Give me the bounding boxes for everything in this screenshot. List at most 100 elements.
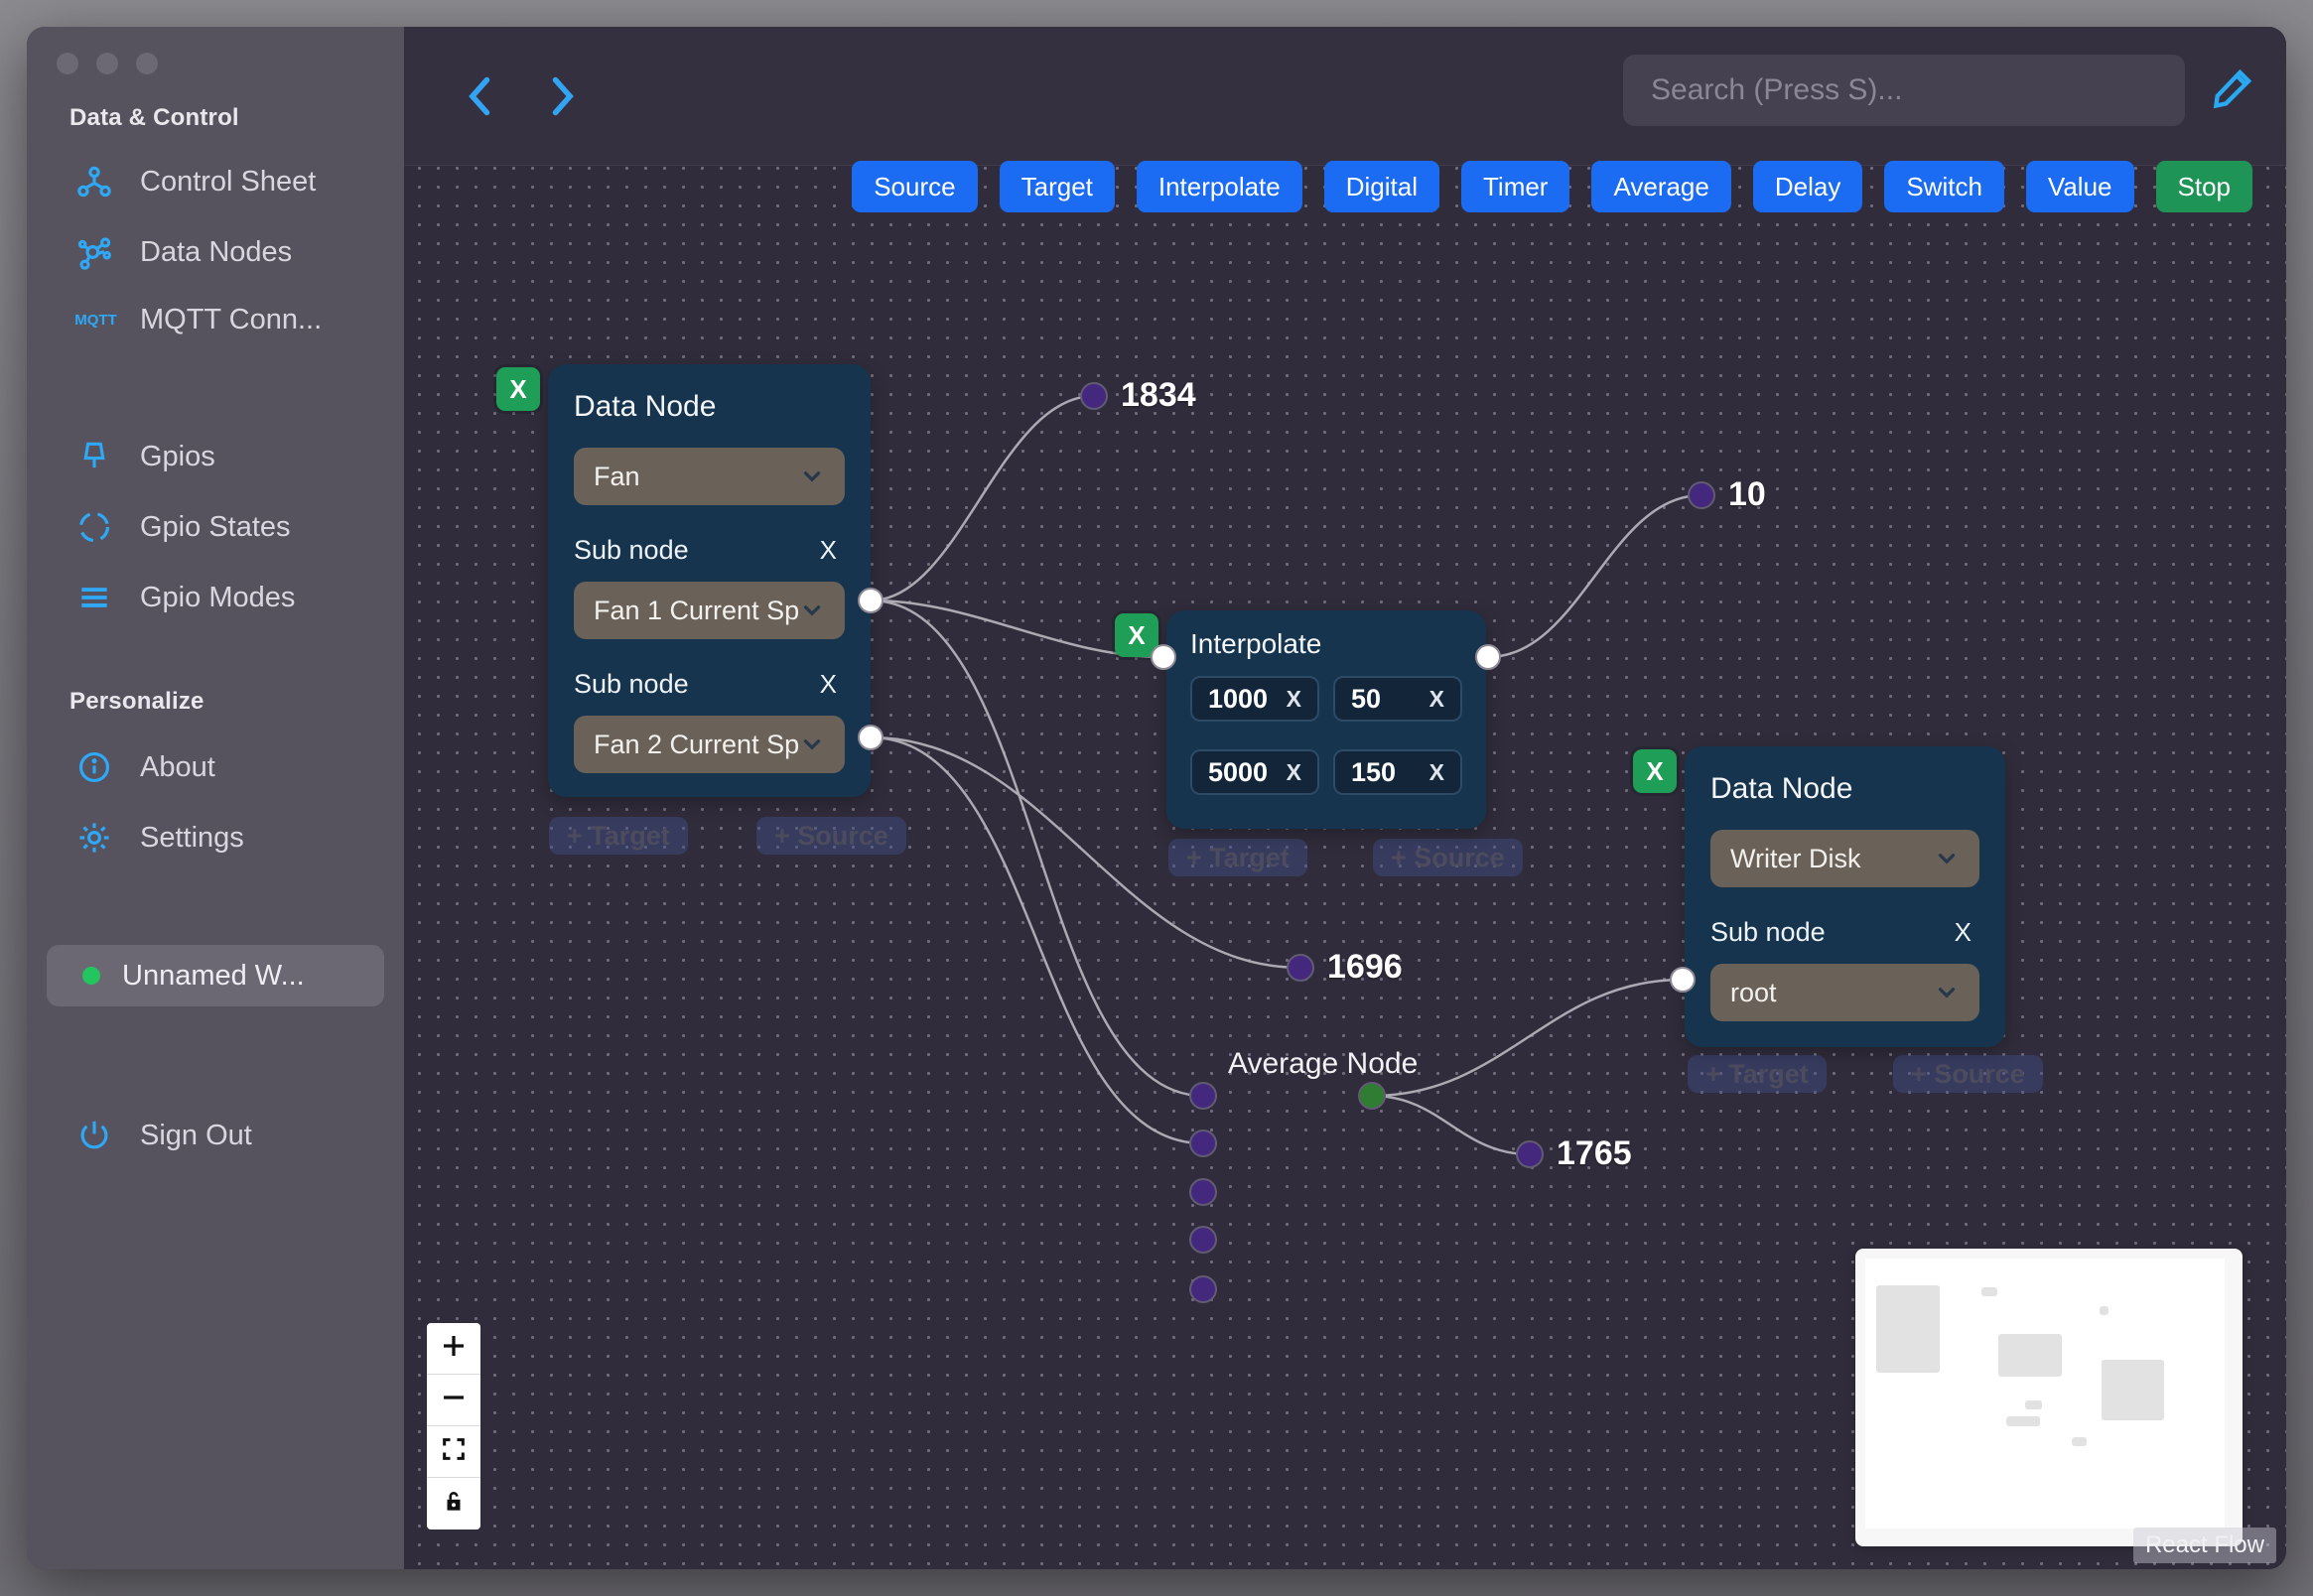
average-target-handle[interactable] — [1189, 1082, 1217, 1110]
sidebar-item-gpio-states[interactable]: Gpio States — [74, 508, 291, 546]
sidebar-item-control-sheet[interactable]: Control Sheet — [74, 163, 316, 200]
maximize-window-icon[interactable] — [136, 53, 158, 74]
average-source-handle[interactable] — [1358, 1082, 1386, 1110]
sidebar-item-about[interactable]: About — [74, 748, 215, 786]
clear-value-button[interactable]: X — [1429, 685, 1444, 712]
sidebar-item-gpios[interactable]: Gpios — [74, 438, 215, 475]
clear-value-button[interactable]: X — [1286, 758, 1301, 785]
minimap-node — [2100, 1306, 2109, 1315]
value-node-handle[interactable] — [1287, 954, 1314, 982]
node-type-select[interactable]: Fan — [574, 448, 845, 505]
interpolate-input[interactable]: 50 X — [1333, 676, 1462, 722]
average-node-title: Average Node — [1228, 1047, 1419, 1080]
source-handle[interactable] — [858, 725, 884, 750]
sub-node-select[interactable]: root — [1710, 964, 1979, 1021]
zoom-out-button[interactable] — [427, 1375, 480, 1426]
sub-node-row: Sub node X — [1710, 917, 1979, 948]
workspace-label: Unnamed W... — [122, 959, 305, 992]
add-timer-button[interactable]: Timer — [1461, 161, 1570, 212]
sidebar-section-data-control: Data & Control — [69, 104, 239, 131]
canvas-controls — [427, 1323, 480, 1530]
average-target-handle[interactable] — [1189, 1178, 1217, 1206]
source-handle[interactable] — [858, 588, 884, 613]
minus-icon — [439, 1383, 469, 1417]
add-target-badge[interactable]: + Target — [1688, 1055, 1827, 1093]
add-target-button[interactable]: Target — [999, 161, 1115, 212]
main-pane: Source Target Interpolate Digital Timer … — [404, 27, 2286, 1569]
add-source-button[interactable]: Source — [852, 161, 978, 212]
remove-sub-node-button[interactable]: X — [1954, 917, 1972, 947]
node-type-select[interactable]: Writer Disk — [1710, 830, 1979, 887]
sidebar-item-label: Gpios — [140, 440, 215, 472]
add-average-button[interactable]: Average — [1591, 161, 1731, 212]
sub-node-select[interactable]: Fan 2 Current Spe — [574, 716, 845, 773]
writer-disk-data-node[interactable]: X Data Node Writer Disk Sub node X root — [1633, 746, 2005, 1047]
fit-view-button[interactable] — [427, 1426, 480, 1478]
sidebar-item-gpio-modes[interactable]: Gpio Modes — [74, 579, 295, 616]
value-node-handle[interactable] — [1516, 1140, 1544, 1168]
add-interpolate-button[interactable]: Interpolate — [1136, 161, 1302, 212]
interpolate-input[interactable]: 150 X — [1333, 749, 1462, 795]
value-node-handle[interactable] — [1688, 481, 1715, 509]
source-handle[interactable] — [1475, 644, 1501, 670]
fan-data-node[interactable]: X Data Node Fan Sub node X Fan 1 Current… — [496, 364, 884, 797]
minimap-node — [2102, 1360, 2164, 1420]
add-source-badge[interactable]: + Source — [1893, 1055, 2043, 1093]
sub-node-label: Sub node — [574, 669, 689, 699]
edit-pencil-icon[interactable] — [2209, 61, 2260, 112]
back-icon[interactable] — [460, 70, 503, 122]
input-value: 150 — [1351, 756, 1397, 787]
sidebar-section-personalize: Personalize — [69, 688, 204, 715]
target-handle[interactable] — [1151, 644, 1176, 670]
close-window-icon[interactable] — [57, 53, 78, 74]
average-target-handle[interactable] — [1189, 1130, 1217, 1157]
search-input[interactable] — [1623, 55, 2185, 126]
fit-view-icon — [440, 1435, 468, 1468]
interpolate-input[interactable]: 1000 X — [1190, 676, 1319, 722]
unlock-icon — [441, 1489, 467, 1520]
average-target-handle[interactable] — [1189, 1275, 1217, 1303]
clear-value-button[interactable]: X — [1286, 685, 1301, 712]
add-switch-button[interactable]: Switch — [1884, 161, 2004, 212]
lock-toggle-button[interactable] — [427, 1478, 480, 1530]
forward-icon[interactable] — [539, 70, 583, 122]
chevron-down-icon — [1938, 854, 1956, 864]
sidebar-item-data-nodes[interactable]: Data Nodes — [74, 233, 292, 271]
add-delay-button[interactable]: Delay — [1752, 161, 1863, 212]
sub-node-label: Sub node — [1710, 917, 1826, 947]
add-source-badge[interactable]: + Source — [756, 817, 906, 855]
interpolate-input[interactable]: 5000 X — [1190, 749, 1319, 795]
remove-sub-node-button[interactable]: X — [819, 669, 837, 699]
minimap-node — [1876, 1285, 1940, 1373]
clear-value-button[interactable]: X — [1429, 758, 1444, 785]
average-target-handle[interactable] — [1189, 1226, 1217, 1254]
add-digital-button[interactable]: Digital — [1323, 161, 1439, 212]
delete-node-button[interactable]: X — [1633, 749, 1677, 793]
top-bar — [404, 27, 2286, 166]
pin-icon — [74, 438, 114, 475]
add-value-button[interactable]: Value — [2025, 161, 2134, 212]
sidebar-item-label: Control Sheet — [140, 165, 317, 198]
target-handle[interactable] — [1670, 967, 1696, 993]
sidebar-item-sign-out[interactable]: Sign Out — [74, 1117, 252, 1154]
workspace-status-icon — [82, 967, 100, 985]
edge-value-label: 1696 — [1327, 948, 1403, 986]
react-flow-attribution[interactable]: React Flow — [2132, 1528, 2276, 1563]
stop-button[interactable]: Stop — [2155, 161, 2252, 212]
remove-sub-node-button[interactable]: X — [819, 535, 837, 565]
sidebar-item-workspace[interactable]: Unnamed W... — [47, 945, 384, 1006]
sidebar-item-settings[interactable]: Settings — [74, 819, 244, 857]
value-node-handle[interactable] — [1080, 382, 1108, 410]
chevron-down-icon — [803, 471, 821, 482]
sidebar-item-mqtt-conn[interactable]: MQTT MQTT Conn... — [74, 304, 322, 336]
add-source-badge[interactable]: + Source — [1373, 839, 1523, 876]
sidebar-item-label: Sign Out — [140, 1119, 252, 1151]
add-target-badge[interactable]: + Target — [1168, 839, 1307, 876]
sub-node-select[interactable]: Fan 1 Current Spe — [574, 582, 845, 639]
interpolate-node[interactable]: X Interpolate 1000 X 50 X 5000 X 150 X — [1115, 610, 1501, 829]
delete-node-button[interactable]: X — [496, 367, 540, 411]
add-target-badge[interactable]: + Target — [549, 817, 688, 855]
minimap[interactable] — [1855, 1249, 2243, 1546]
minimize-window-icon[interactable] — [96, 53, 118, 74]
zoom-in-button[interactable] — [427, 1323, 480, 1375]
